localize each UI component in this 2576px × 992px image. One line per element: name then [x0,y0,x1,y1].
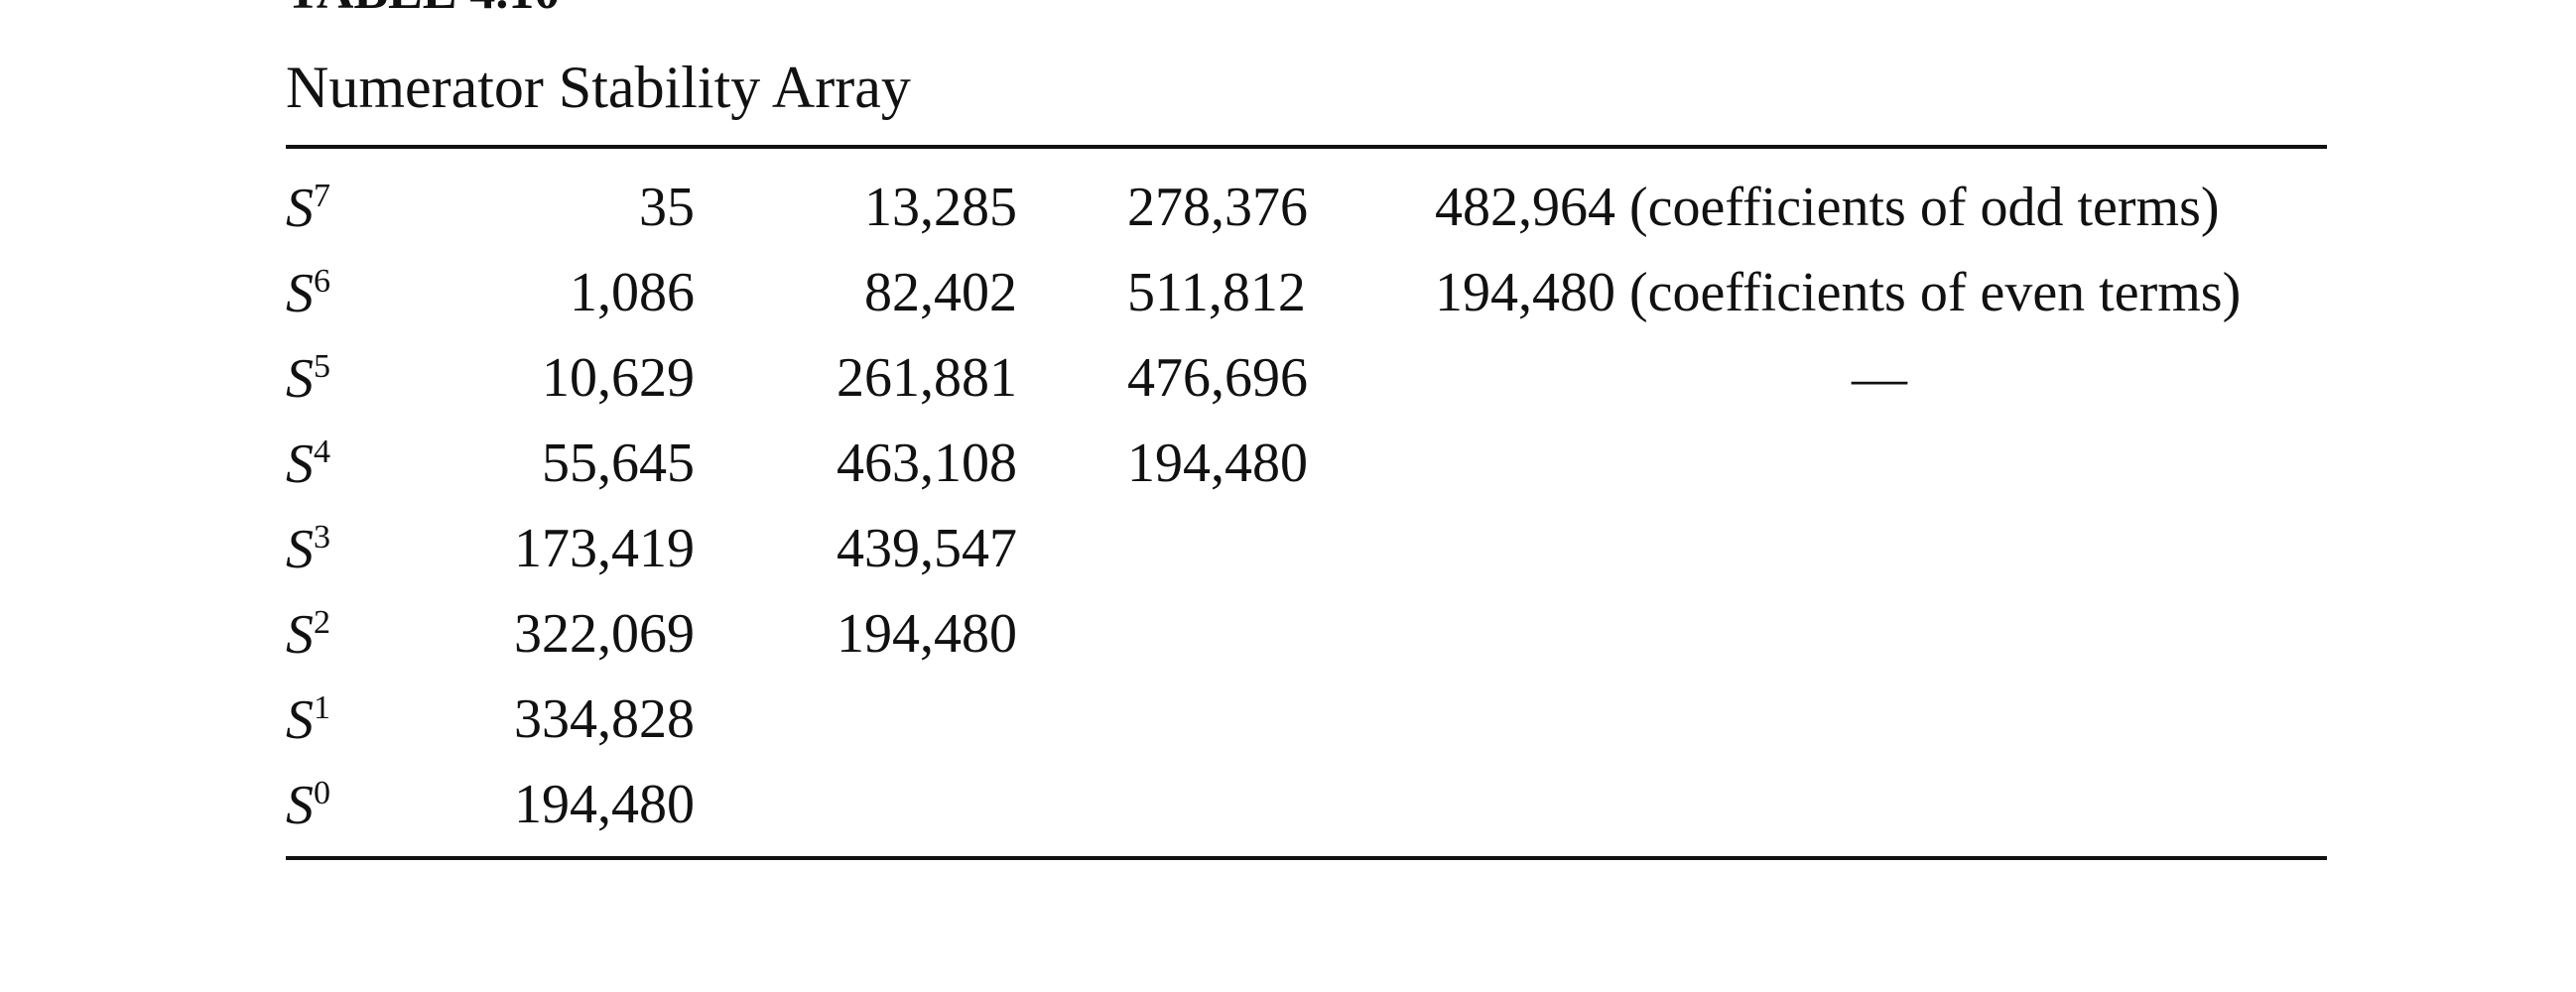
cell: 10,629 [542,347,695,409]
label-power: 6 [314,263,330,300]
label-base: S [286,348,314,410]
label-base: S [286,775,314,836]
cell: — [1852,347,1907,409]
label-power: 4 [314,434,330,470]
row-label: S2 [286,604,330,666]
cell: 82,402 [864,262,1017,323]
cell: 55,645 [542,433,695,494]
cell: 322,069 [514,603,695,665]
cell: 482,964 (coefficients of odd terms) [1435,177,2220,238]
cell: 194,480 [837,603,1017,665]
cell: 194,480 (coefficients of even terms) [1435,262,2242,323]
cell: 194,480 [1127,433,1308,494]
label-power: 7 [314,178,330,214]
label-power: 3 [314,519,330,556]
bottom-rule [286,856,2327,860]
label-base: S [286,689,314,751]
cell: 334,828 [514,688,695,750]
cell: 35 [639,177,695,238]
row-label: S1 [286,689,330,751]
label-power: 0 [314,775,330,811]
label-base: S [286,604,314,666]
label-power: 2 [314,604,330,641]
row-label: S6 [286,263,330,324]
table-number: TABLE 4.10 [286,0,560,18]
cell: 463,108 [837,433,1017,494]
top-rule [286,145,2327,149]
row-label: S7 [286,178,330,239]
cell: 261,881 [837,347,1017,409]
cell: 439,547 [837,518,1017,579]
cell: 194,480 [514,774,695,835]
label-base: S [286,263,314,324]
cell: 1,086 [570,262,695,323]
label-base: S [286,519,314,580]
label-base: S [286,178,314,239]
cell: 511,812 [1127,262,1306,323]
row-label: S4 [286,434,330,495]
cell: 13,285 [864,177,1017,238]
row-label: S0 [286,775,330,836]
cell: 278,376 [1127,177,1308,238]
row-label: S5 [286,348,330,410]
cell: 173,419 [514,518,695,579]
label-power: 1 [314,689,330,726]
label-power: 5 [314,348,330,385]
label-base: S [286,434,314,495]
table-title: Numerator Stability Array [286,55,911,120]
row-label: S3 [286,519,330,580]
cell: 476,696 [1127,347,1308,409]
